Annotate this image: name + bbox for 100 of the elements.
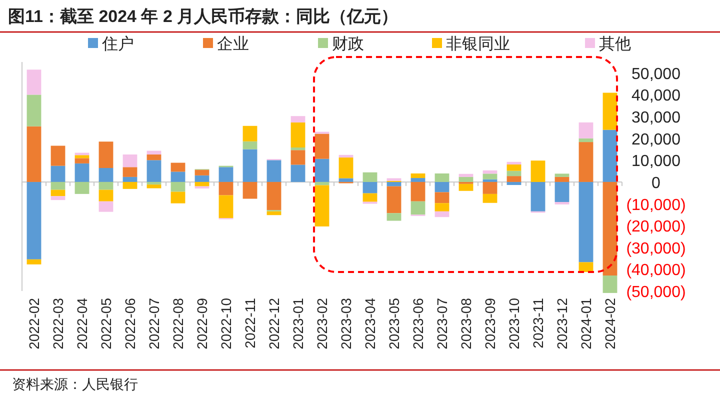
bar: [74, 158, 90, 164]
bar: [170, 172, 186, 182]
bar: [218, 195, 234, 218]
legend-label: 非银同业: [446, 35, 510, 53]
bar: [482, 174, 498, 180]
bar: [122, 154, 138, 168]
bar: [290, 164, 306, 182]
bar: [74, 182, 90, 194]
bar: [266, 160, 282, 182]
x-tick-label: 2022-02: [26, 298, 42, 350]
bar: [170, 162, 186, 172]
bar: [602, 182, 618, 276]
x-tick-label: 2022-10: [218, 298, 234, 350]
bar: [578, 138, 594, 142]
bar: [26, 70, 42, 95]
bar: [578, 262, 594, 272]
y-tick-label: 30,000: [632, 110, 681, 127]
x-tick-label: 2022-12: [266, 298, 282, 350]
y-tick-label: 40,000: [632, 88, 681, 105]
bar: [602, 276, 618, 293]
x-tick-label: 2022-11: [242, 298, 258, 348]
bar: [602, 130, 618, 182]
bar: [578, 142, 594, 182]
legend-label: 企业: [217, 35, 249, 53]
bar: [362, 172, 378, 182]
x-tick-label: 2022-07: [146, 298, 162, 350]
bar: [410, 178, 426, 182]
bar: [242, 141, 258, 150]
x-tick-label: 2023-08: [458, 298, 474, 350]
bar: [434, 203, 450, 212]
text: 资料来源：人民银行: [12, 376, 138, 392]
bar: [386, 186, 402, 214]
bar: [434, 182, 450, 192]
bar: [194, 182, 210, 186]
x-tick-label: 2023-11: [530, 298, 546, 348]
bar: [554, 176, 570, 182]
bar: [290, 122, 306, 148]
y-tick-label: (30,000): [626, 240, 686, 258]
bar: [458, 184, 474, 191]
bar: [458, 174, 474, 177]
bar: [506, 164, 522, 171]
x-tick-label: 2024-02: [602, 298, 618, 350]
bar: [506, 176, 522, 182]
bar: [146, 160, 162, 182]
x-tick-label: 2022-03: [50, 298, 66, 350]
x-tick-label: 2022-05: [98, 298, 114, 350]
x-tick-label: 2023-09: [482, 298, 498, 350]
bar: [50, 146, 66, 166]
bar: [242, 149, 258, 182]
bar: [506, 162, 522, 165]
bar: [578, 182, 594, 262]
bar: [290, 147, 306, 150]
bar: [386, 213, 402, 221]
bar: [26, 126, 42, 182]
x-tick-label: 2023-10: [506, 298, 522, 350]
bar: [338, 154, 354, 158]
bar: [386, 182, 402, 186]
bar: [50, 190, 66, 196]
y-tick-label: 50,000: [632, 66, 681, 83]
legend-label: 财政: [332, 35, 364, 53]
x-tick-label: 2022-09: [194, 298, 210, 350]
bar: [410, 173, 426, 178]
bar: [98, 142, 114, 168]
bar: [242, 182, 258, 199]
bar: [434, 192, 450, 204]
bar: [122, 182, 138, 189]
x-tick-label: 2023-06: [410, 298, 426, 350]
y-tick-label: 20,000: [632, 131, 681, 148]
bar: [50, 166, 66, 182]
bar: [26, 182, 42, 260]
bar: [482, 179, 498, 182]
bar: [314, 134, 330, 159]
bar: [170, 182, 186, 192]
x-tick-label: 2023-02: [314, 298, 330, 350]
bar: [122, 167, 138, 177]
bar: [74, 152, 90, 156]
bar: [602, 92, 618, 130]
legend-label: 住户: [101, 35, 134, 53]
y-tick-label: (20,000): [626, 218, 686, 236]
bar: [458, 176, 474, 182]
x-tick-label: 2023-03: [338, 298, 354, 350]
bar: [578, 122, 594, 138]
bar: [26, 94, 42, 126]
bar: [74, 163, 90, 182]
bar: [338, 158, 354, 178]
bar: [98, 168, 114, 182]
bar: [530, 182, 546, 212]
x-tick-label: 2022-04: [74, 298, 90, 350]
bar: [482, 194, 498, 203]
bar: [218, 182, 234, 196]
y-tick-label: (50,000): [626, 284, 686, 301]
bar: [434, 173, 450, 182]
bar: [434, 211, 450, 218]
x-tick-label: 2022-08: [170, 298, 186, 350]
bar: [530, 160, 546, 182]
bar: [26, 259, 42, 264]
y-tick-label: 10,000: [632, 153, 681, 170]
bar: [410, 201, 426, 215]
bar: [362, 193, 378, 202]
bar: [482, 182, 498, 194]
